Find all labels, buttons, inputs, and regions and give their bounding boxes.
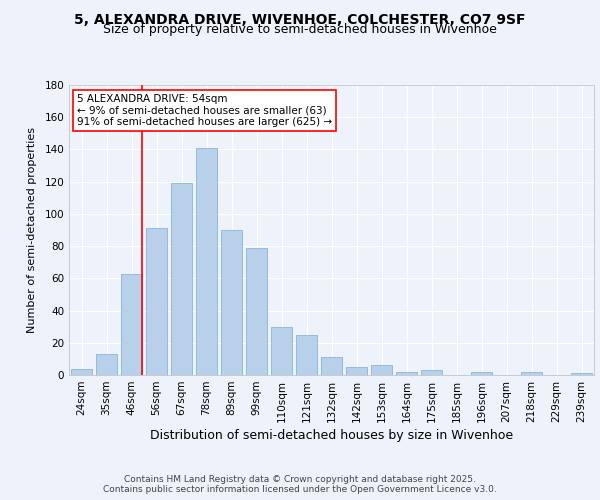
Bar [521,372,542,375]
Text: Size of property relative to semi-detached houses in Wivenhoe: Size of property relative to semi-detach… [103,22,497,36]
Bar [396,372,417,375]
Text: 5, ALEXANDRA DRIVE, WIVENHOE, COLCHESTER, CO7 9SF: 5, ALEXANDRA DRIVE, WIVENHOE, COLCHESTER… [74,12,526,26]
Text: Contains HM Land Registry data © Crown copyright and database right 2025.
Contai: Contains HM Land Registry data © Crown c… [103,474,497,494]
Text: 5 ALEXANDRA DRIVE: 54sqm
← 9% of semi-detached houses are smaller (63)
91% of se: 5 ALEXANDRA DRIVE: 54sqm ← 9% of semi-de… [77,94,332,127]
Bar [296,334,317,375]
Bar [321,358,342,375]
Bar [471,372,492,375]
Bar [196,148,217,375]
Bar [421,370,442,375]
Bar [246,248,267,375]
Bar [346,367,367,375]
Bar [271,326,292,375]
Bar [71,368,92,375]
Bar [371,366,392,375]
Bar [221,230,242,375]
Bar [121,274,142,375]
Bar [146,228,167,375]
Bar [96,354,117,375]
Y-axis label: Number of semi-detached properties: Number of semi-detached properties [28,127,37,333]
Bar [171,184,192,375]
X-axis label: Distribution of semi-detached houses by size in Wivenhoe: Distribution of semi-detached houses by … [150,429,513,442]
Bar [571,374,592,375]
